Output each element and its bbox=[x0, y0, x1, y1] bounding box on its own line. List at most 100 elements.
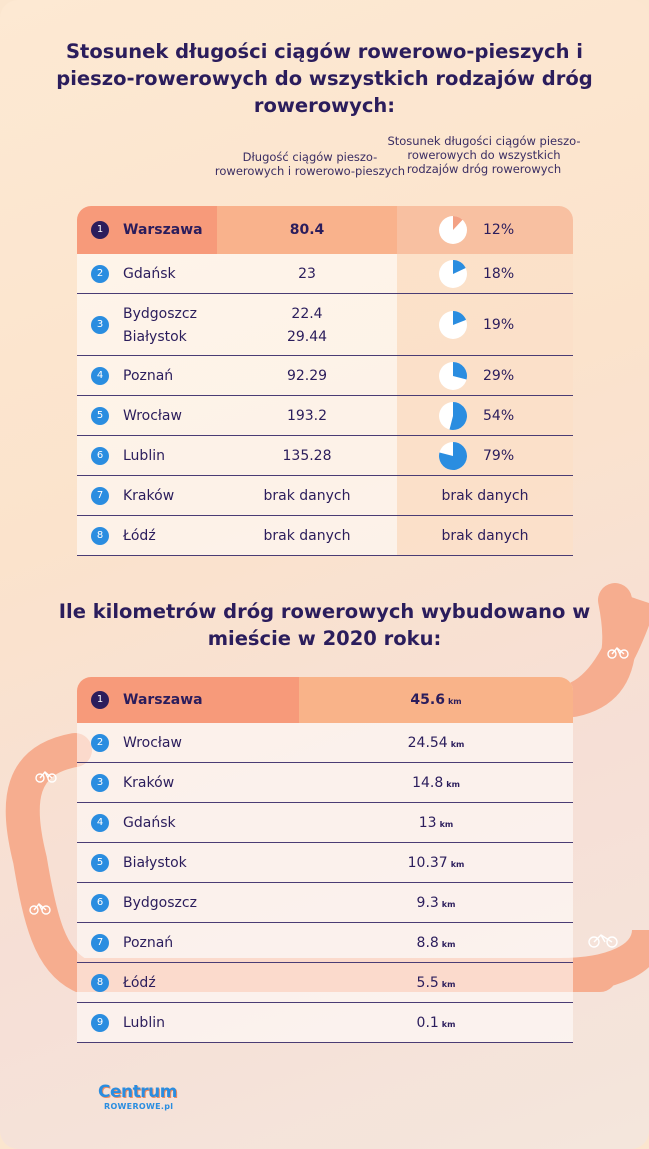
pie-share-slice bbox=[453, 362, 467, 380]
city-cell: 3 Bydgoszcz Białystok bbox=[77, 294, 217, 355]
table-row: 7 Kraków brak danych brak danych bbox=[77, 476, 573, 516]
length-value: 135.28 bbox=[282, 448, 332, 464]
city-name: Lublin bbox=[123, 448, 165, 464]
city-cell: 1 Warszawa bbox=[77, 677, 299, 723]
rank-badge: 3 bbox=[91, 774, 109, 792]
km-unit: km bbox=[441, 940, 456, 949]
km-unit: km bbox=[441, 1020, 456, 1029]
city-name: Poznań bbox=[123, 368, 174, 384]
length-value: brak danych bbox=[263, 528, 351, 544]
city-name: Białystok bbox=[123, 855, 187, 871]
logo-text-bottom: ROWEROWE.pl bbox=[104, 1102, 174, 1111]
table-row: 8 Łódź 5.5 km bbox=[77, 963, 573, 1003]
ratio-cell: brak danych bbox=[397, 476, 573, 515]
bicycle-icon bbox=[588, 934, 618, 948]
city-name: Poznań bbox=[123, 935, 174, 951]
city-cell: 3 Kraków bbox=[77, 763, 299, 802]
table-row: 4 Poznań 92.29 29% bbox=[77, 356, 573, 396]
city-cell: 2 Gdańsk bbox=[77, 254, 217, 293]
rank-badge: 3 bbox=[91, 316, 109, 334]
km-cell: 14.8 km bbox=[299, 763, 573, 802]
km-value: 5.5 km bbox=[299, 974, 573, 994]
rank-badge: 6 bbox=[91, 894, 109, 912]
pie-share-slice bbox=[453, 260, 466, 274]
km-unit: km bbox=[450, 740, 465, 749]
rank-badge: 2 bbox=[91, 265, 109, 283]
ratio-label: 18% bbox=[483, 266, 515, 282]
km-number: 9.3 bbox=[416, 895, 439, 911]
pie-share-slice bbox=[439, 442, 467, 470]
centrum-rowerowe-logo: Centrum ROWEROWE.pl bbox=[98, 1082, 178, 1122]
rank-badge: 8 bbox=[91, 974, 109, 992]
rank-badge: 9 bbox=[91, 1014, 109, 1032]
share-pie-chart bbox=[439, 216, 467, 244]
km-number: 24.54 bbox=[407, 735, 448, 751]
km-cell: 13 km bbox=[299, 803, 573, 842]
city-name: Wrocław bbox=[123, 408, 182, 424]
bicycle-icon bbox=[35, 771, 57, 783]
ratio-label: brak danych bbox=[441, 528, 529, 544]
city-name: Kraków bbox=[123, 775, 175, 791]
km-cell: 45.6 km bbox=[299, 677, 573, 723]
share-pie-chart bbox=[439, 311, 467, 339]
length-cell: 92.29 bbox=[217, 356, 397, 395]
pie-share-slice bbox=[449, 402, 467, 430]
table-row: 8 Łódź brak danych brak danych bbox=[77, 516, 573, 556]
city-name: Bydgoszcz bbox=[123, 895, 197, 911]
length-value: 23 bbox=[298, 266, 316, 282]
length-value: 80.4 bbox=[289, 222, 325, 238]
km-number: 45.6 bbox=[410, 692, 445, 708]
city-cell: 8 Łódź bbox=[77, 963, 299, 1002]
city-cell: 9 Lublin bbox=[77, 1003, 299, 1042]
pie-share-slice bbox=[453, 311, 467, 325]
length-value: 92.29 bbox=[286, 368, 328, 384]
city-cell: 7 Kraków bbox=[77, 476, 217, 515]
rank-badge: 4 bbox=[91, 814, 109, 832]
ratio-label: 19% bbox=[483, 317, 515, 333]
km-number: 10.37 bbox=[407, 855, 448, 871]
chart-title-2: Ile kilometrów dróg rowerowych wybudowan… bbox=[58, 600, 591, 650]
city-name: Wrocław bbox=[123, 735, 182, 751]
km-number: 13 bbox=[418, 815, 437, 831]
ratio-label: 12% bbox=[483, 222, 515, 238]
rank-badge: 5 bbox=[91, 407, 109, 425]
rank-badge: 6 bbox=[91, 447, 109, 465]
bicycle-icon bbox=[607, 647, 629, 659]
rank-badge: 8 bbox=[91, 527, 109, 545]
table-row: 3 Kraków 14.8 km bbox=[77, 763, 573, 803]
pie-share-slice bbox=[453, 216, 463, 230]
chart-title-1: Stosunek długości ciągów rowerowo-pieszy… bbox=[56, 40, 593, 117]
city-cell: 6 Bydgoszcz bbox=[77, 883, 299, 922]
table-row: 2 Wrocław 24.54 km bbox=[77, 723, 573, 763]
km-cell: 24.54 km bbox=[299, 723, 573, 762]
city-cell: 1 Warszawa bbox=[77, 206, 217, 254]
column-header-length: Długość ciągów pieszo-rowerowych i rower… bbox=[214, 150, 406, 178]
city-name: Białystok bbox=[123, 329, 187, 345]
city-cell: 6 Lublin bbox=[77, 436, 217, 475]
city-name: Bydgoszcz bbox=[123, 306, 197, 322]
km-unit: km bbox=[441, 980, 456, 989]
bicycle-icon bbox=[29, 903, 51, 915]
city-name: Warszawa bbox=[123, 692, 203, 708]
table-background bbox=[77, 677, 573, 1043]
rank-badge: 2 bbox=[91, 734, 109, 752]
length-cell: 23 bbox=[217, 254, 397, 293]
km-value: 0.1 km bbox=[299, 1014, 573, 1034]
km-unit: km bbox=[450, 860, 465, 869]
length-cell: brak danych bbox=[217, 516, 397, 555]
city-cell: 4 Gdańsk bbox=[77, 803, 299, 842]
table-row: 6 Lublin 135.28 79% bbox=[77, 436, 573, 476]
city-name: Łódź bbox=[123, 528, 156, 544]
length-value: 29.44 bbox=[286, 329, 328, 345]
km-value: 8.8 km bbox=[299, 934, 573, 954]
table-row: 1 Warszawa 80.4 12% bbox=[77, 206, 573, 254]
km-unit: km bbox=[447, 697, 462, 706]
length-value: 193.2 bbox=[286, 408, 328, 424]
km-value: 24.54 km bbox=[299, 734, 573, 754]
city-cell: 5 Wrocław bbox=[77, 396, 217, 435]
ratio-cell: brak danych bbox=[397, 516, 573, 555]
km-cell: 9.3 km bbox=[299, 883, 573, 922]
length-cell: 135.28 bbox=[217, 436, 397, 475]
table-row: 4 Gdańsk 13 km bbox=[77, 803, 573, 843]
